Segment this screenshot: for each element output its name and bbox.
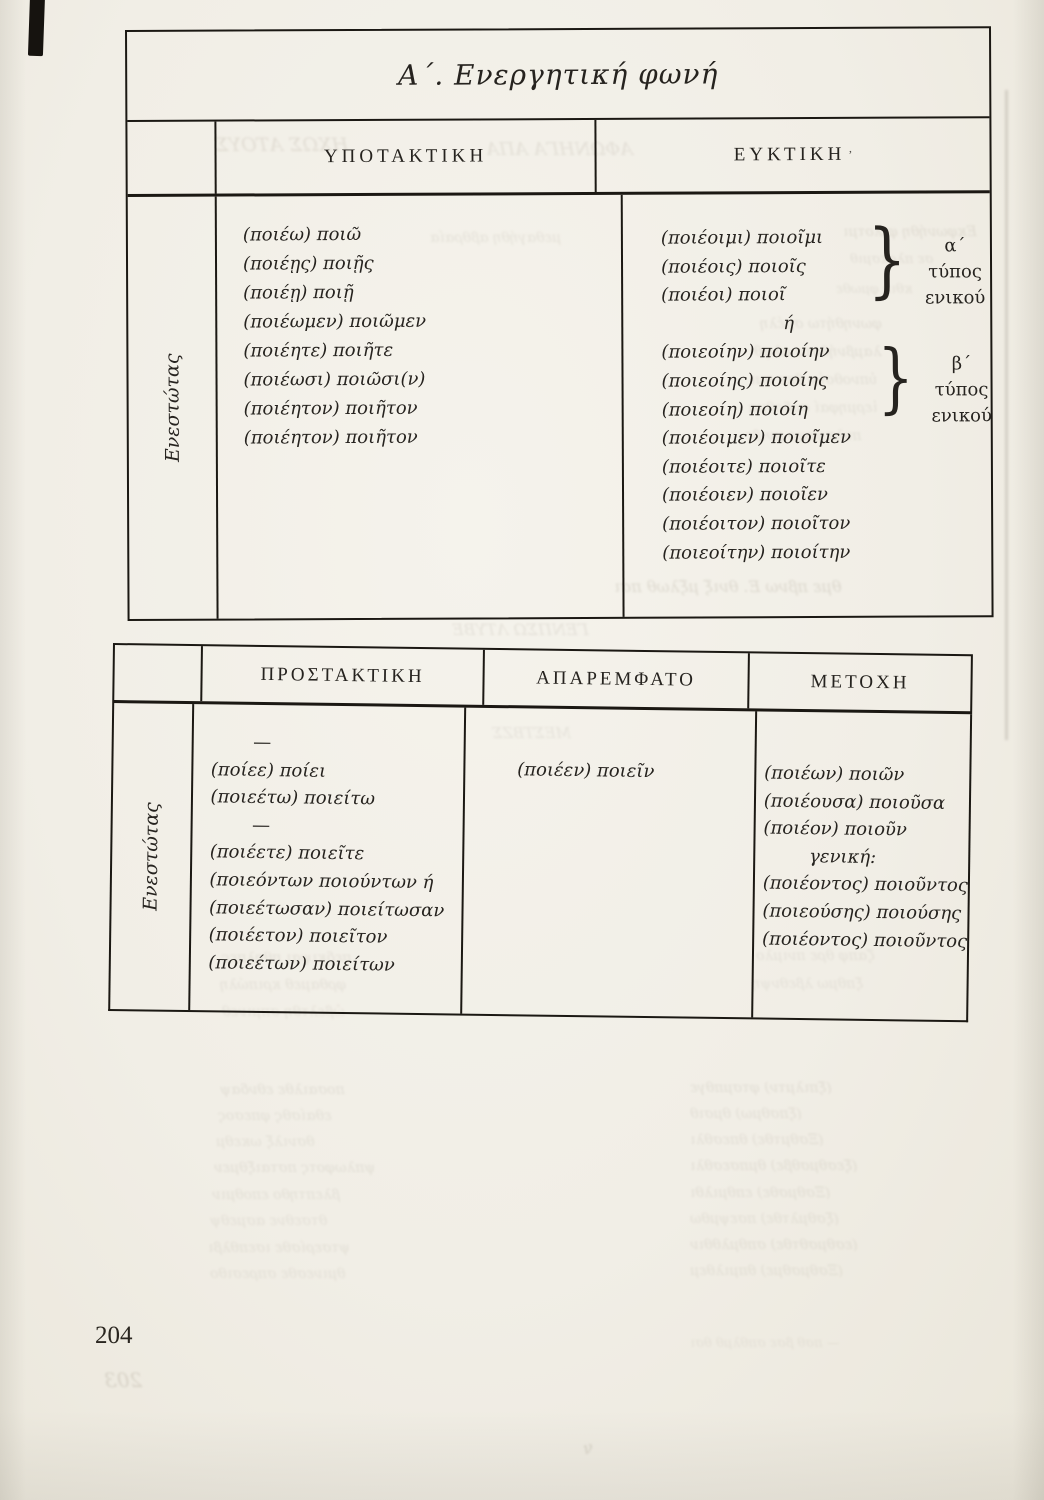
ghost-text-line: (ξπσθμω) θμσιθ (690, 1106, 802, 1122)
participle-forms-cell: (ποιέων) ποιῶν (ποιέουσα) ποιοῦσα (ποιέον)… (753, 711, 970, 1020)
ghost-text-line: ψπλωφοτς πσταιξθμεν (214, 1160, 376, 1176)
verb-form-line: — (251, 814, 271, 836)
present-tense-table-upper: Α΄. Ενεργητική φωνή ΥΠΟΤΑΚΤΙΚΗ ΕΥΚΤΙΚΗ’ … (125, 26, 994, 621)
page-title: Α΄. Ενεργητική φωνή (398, 56, 719, 92)
verb-form-line: (ποιέεν) ποιεῖν (517, 759, 655, 783)
ghost-text-line: (Ξσθμτθε) θπεσθλι (690, 1132, 824, 1148)
ghost-text-line: θσνιλξ ωκεθμ (216, 1134, 315, 1150)
optative-header-label: ΕΥΚΤΙΚΗ (733, 143, 846, 166)
imperative-column-header: ΠΡΟΣΤΑΚΤΙΚΗ (202, 646, 485, 705)
ghost-text-line: ψτσερίσθε ισεπθλβι (208, 1240, 351, 1256)
page-edge-shadow (1005, 90, 1008, 740)
infinitive-column-header: ΑΠΑΡΕΜΦΑΤΟ (484, 649, 750, 709)
type-a-singular-note: α΄ τύπος ενικού (899, 233, 1011, 311)
optative-plural-group: (ποιέοιμεν) ποιοῖμεν (ποιέοιτε) ποιοῖτε (π… (662, 423, 992, 567)
ghost-text-line: (ξεσθμσθβε) θμπσεσθλι (690, 1158, 858, 1174)
optative-forms-cell: (ποιέοιμι) ποιοῖμι (ποιέοις) ποιοῖς (ποιέο… (623, 193, 992, 617)
ghost-text-line: (ξπιλμτν) φτσμπθγε (690, 1080, 832, 1096)
ghost-text-line: εθαίσθς φπεσος (218, 1108, 332, 1124)
verb-form-line: (ποιέων) ποιῶν (764, 762, 905, 786)
participle-header-label: ΜΕΤΟΧΗ (810, 670, 910, 693)
verb-form-line: (ποιεέτων) ποιείτων (208, 952, 395, 976)
ghost-text-line: (ξσθμλτθε) πσεψμθω (690, 1211, 839, 1227)
imperative-header-label: ΠΡΟΣΤΑΚΤΙΚΗ (260, 663, 425, 687)
tense-column-header-empty (114, 645, 203, 702)
verb-form-line: (ποιέῃς) ποιῇς (242, 252, 374, 275)
verb-form-line: (ποιέετον) ποιεῖτον (208, 924, 388, 948)
verb-form-line: (ποιέον) ποιοῦν (763, 817, 908, 841)
infinitive-header-label: ΑΠΑΡΕΜΦΑΤΟ (536, 667, 697, 691)
upper-table-body-row: Ενεστώτας (ποιέω) ποιῶ (ποιέῃς) ποιῇς (ποι… (127, 193, 992, 619)
verb-form-line: — (253, 731, 272, 754)
note-line: ενικού (924, 287, 986, 309)
verb-form-line: (ποιέουσα) ποιοῦσα (763, 790, 946, 814)
scan-artifact-mark (27, 0, 46, 57)
verb-form-line: γενική: (808, 845, 877, 868)
verb-form-line: (ποιέῃ) ποιῇ (243, 282, 354, 304)
note-line: ενικού (931, 405, 992, 427)
verb-form-line: (ποιέοντος) ποιοῦντος (761, 928, 968, 952)
tense-label-cell: Ενεστώτας (110, 703, 194, 1011)
verb-form-line: (ποιέωμεν) ποιῶμεν (243, 310, 427, 333)
tense-label-present: Ενεστώτας (139, 802, 163, 911)
ghost-text-line: (Ξσθμσθμε) θπμιλθεμ (690, 1263, 844, 1279)
ghost-text-line: θμινεσθε σπρεσιθο (210, 1266, 346, 1282)
print-flaw-mark: ’ (848, 147, 853, 162)
present-tense-table-lower: ΠΡΟΣΤΑΚΤΙΚΗ ΑΠΑΡΕΜΦΑΤΟ ΜΕΤΟΧΗ Ενεστώτας … (108, 643, 973, 1023)
ghost-text-line: 203 (104, 1368, 143, 1392)
verb-form-line: (ποιεόντων ποιούντων ή (209, 869, 434, 894)
lower-table-body-row: Ενεστώτας — (ποίεε) ποίει (ποιεέτω) ποιείτ… (108, 702, 973, 1023)
verb-form-line: (ποιέετε) ποιεῖτε (209, 841, 365, 865)
note-line: α΄ (944, 235, 966, 257)
tense-column-header-empty (127, 121, 217, 194)
ghost-text-line: θτσεθνε ασμεθψ (210, 1213, 328, 1229)
verb-form-line: (ποιέω) ποιῶ (242, 223, 362, 246)
ghost-text-line: ν (580, 1436, 596, 1459)
verb-form-line: (ποιεοίτην) ποιοίτην (662, 541, 851, 564)
verb-form-line: (ποιεέτω) ποιείτω (210, 786, 376, 810)
infinitive-forms-cell: (ποιέεν) ποιεῖν (462, 707, 758, 1018)
ghost-text-line: ΓΕΝΠΣΩ ΛΤΥΒΕ (452, 620, 589, 639)
verb-form-line: (ποιέωσι) ποιῶσι(ν) (243, 368, 426, 391)
optative-column-header: ΕΥΚΤΙΚΗ’ (596, 118, 989, 192)
upper-table-header-row: ΥΠΟΤΑΚΤΙΚΗ ΕΥΚΤΙΚΗ’ (127, 118, 990, 197)
ghost-text-line: (εσθμσθτθε) σπθμλθθιν (690, 1237, 858, 1253)
type-b-singular-note: β΄ τύπος ενικού (905, 351, 1017, 429)
ghost-text-line: — πσθ βσε σπθλμθ θσι (690, 1336, 840, 1351)
verb-form-line: (ποιέητον) ποιῆτον (243, 426, 418, 449)
verb-form-line: (ποίεε) ποίει (210, 758, 327, 782)
subjunctive-column-header: ΥΠΟΤΑΚΤΙΚΗ (216, 119, 597, 194)
note-line: β΄ (951, 353, 972, 375)
verb-form-line: (ποιέοντος) ποιοῦντος (762, 872, 969, 897)
participle-column-header: ΜΕΤΟΧΗ (749, 653, 971, 711)
or-label: ή (783, 312, 795, 334)
verb-form-line: (ποιέοιεν) ποιοῖεν (661, 484, 828, 507)
note-line: τύπος (928, 261, 982, 283)
lower-table-header-row: ΠΡΟΣΤΑΚΤΙΚΗ ΑΠΑΡΕΜΦΑΤΟ ΜΕΤΟΧΗ (112, 643, 973, 715)
section-title-row: Α΄. Ενεργητική φωνή (127, 28, 990, 122)
verb-form-line: (ποιεούσης) ποιούσης (762, 900, 962, 925)
verb-form-line: (ποιεέτωσαν) ποιείτωσαν (208, 896, 445, 921)
ghost-text-line: ποσαιλθε εθνδαψ (220, 1082, 345, 1098)
ghost-text-line: βλεπτηθο εποθμιν (212, 1187, 340, 1203)
imperative-forms-cell: — (ποίεε) ποίει (ποιεέτω) ποιείτω — (ποιέετε… (189, 704, 467, 1014)
tense-label-cell: Ενεστώτας (127, 196, 219, 619)
tense-label-present: Ενεστώτας (160, 353, 184, 463)
page-number: 204 (95, 1322, 133, 1349)
subjunctive-header-label: ΥΠΟΤΑΚΤΙΚΗ (323, 145, 488, 168)
ghost-text-line: (Ξσθμσθε) επθμιλθι (690, 1185, 831, 1201)
verb-form-line: (ποιέοιτον) ποιοῖτον (662, 512, 851, 535)
subjunctive-forms-cell: (ποιέω) ποιῶ (ποιέῃς) ποιῇς (ποιέῃ) ποιῇ (π… (216, 194, 625, 619)
note-line: τύπος (934, 379, 989, 401)
verb-form-line: (ποιέητε) ποιῆτε (243, 339, 394, 362)
verb-form-line: (ποιέοιτε) ποιοῖτε (661, 455, 826, 478)
verb-form-line: (ποιέητον) ποιῆτον (243, 397, 418, 420)
